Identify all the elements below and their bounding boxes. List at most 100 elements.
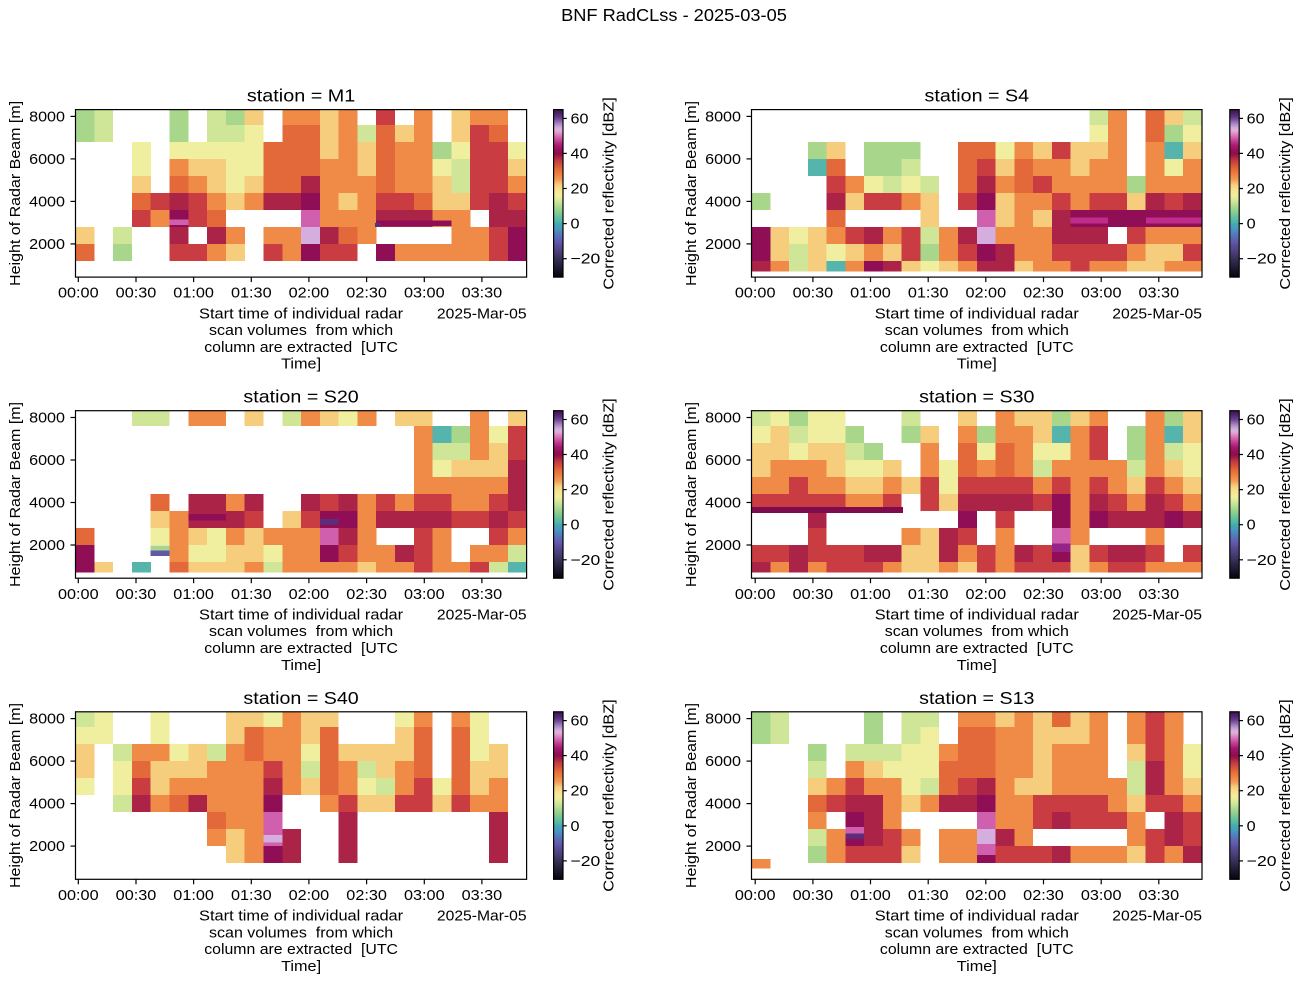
svg-text:03:30: 03:30 [462, 586, 503, 603]
svg-text:station = S4: station = S4 [925, 86, 1030, 106]
svg-text:station = M1: station = M1 [247, 86, 355, 106]
svg-text:2000: 2000 [29, 838, 65, 855]
svg-text:Start time of individual radar: Start time of individual radar [199, 305, 403, 322]
svg-text:2025-Mar-05: 2025-Mar-05 [1112, 305, 1202, 322]
svg-text:2025-Mar-05: 2025-Mar-05 [1112, 908, 1202, 925]
svg-text:Corrected reflectivity [dBZ]: Corrected reflectivity [dBZ] [1277, 699, 1294, 891]
svg-text:4000: 4000 [705, 495, 741, 512]
svg-text:00:30: 00:30 [116, 586, 157, 603]
svg-text:column are extracted [UTC: column are extracted [UTC [880, 941, 1074, 958]
svg-text:8000: 8000 [705, 711, 741, 728]
svg-text:00:00: 00:00 [735, 285, 776, 302]
svg-text:Corrected reflectivity [dBZ]: Corrected reflectivity [dBZ] [1277, 97, 1294, 289]
svg-text:01:30: 01:30 [231, 285, 272, 302]
svg-text:Corrected reflectivity [dBZ]: Corrected reflectivity [dBZ] [601, 97, 618, 289]
svg-text:2025-Mar-05: 2025-Mar-05 [437, 606, 527, 623]
svg-text:station = S20: station = S20 [243, 387, 358, 407]
svg-text:−20: −20 [571, 853, 601, 870]
svg-text:02:30: 02:30 [1023, 285, 1064, 302]
svg-text:02:30: 02:30 [346, 285, 387, 302]
svg-text:0: 0 [571, 818, 580, 835]
svg-text:6000: 6000 [705, 753, 741, 770]
svg-text:03:00: 03:00 [1081, 285, 1122, 302]
svg-text:0: 0 [1247, 818, 1256, 835]
svg-text:Start time of individual radar: Start time of individual radar [875, 305, 1079, 322]
svg-text:20: 20 [1247, 181, 1265, 198]
svg-text:Corrected reflectivity [dBZ]: Corrected reflectivity [dBZ] [1277, 398, 1294, 590]
svg-text:4000: 4000 [29, 193, 65, 210]
svg-text:02:00: 02:00 [289, 586, 330, 603]
svg-text:01:30: 01:30 [908, 586, 949, 603]
svg-text:00:00: 00:00 [58, 887, 99, 904]
svg-text:scan volumes from which: scan volumes from which [209, 924, 393, 941]
svg-text:Height of Radar Beam [m]: Height of Radar Beam [m] [7, 402, 24, 587]
svg-text:6000: 6000 [705, 151, 741, 168]
svg-text:20: 20 [1247, 482, 1265, 499]
svg-text:scan volumes from which: scan volumes from which [209, 322, 393, 339]
svg-text:scan volumes from which: scan volumes from which [885, 924, 1069, 941]
svg-text:2000: 2000 [705, 236, 741, 253]
svg-text:02:00: 02:00 [289, 285, 330, 302]
svg-text:00:30: 00:30 [793, 285, 834, 302]
svg-text:40: 40 [1247, 447, 1265, 464]
svg-text:40: 40 [571, 145, 589, 162]
svg-text:Start time of individual radar: Start time of individual radar [199, 606, 403, 623]
svg-text:02:00: 02:00 [289, 887, 330, 904]
svg-text:8000: 8000 [705, 108, 741, 125]
svg-text:00:00: 00:00 [58, 285, 99, 302]
svg-text:03:00: 03:00 [404, 285, 445, 302]
svg-text:01:00: 01:00 [173, 887, 214, 904]
svg-text:01:00: 01:00 [173, 586, 214, 603]
svg-text:03:30: 03:30 [462, 285, 503, 302]
svg-text:station = S30: station = S30 [919, 387, 1034, 407]
svg-text:−20: −20 [1247, 853, 1277, 870]
svg-text:Time]: Time] [957, 657, 997, 674]
svg-text:40: 40 [571, 447, 589, 464]
svg-text:01:30: 01:30 [231, 586, 272, 603]
svg-text:01:30: 01:30 [231, 887, 272, 904]
svg-text:Height of Radar Beam [m]: Height of Radar Beam [m] [683, 101, 700, 286]
svg-text:Start time of individual radar: Start time of individual radar [875, 606, 1079, 623]
svg-text:02:30: 02:30 [346, 586, 387, 603]
svg-text:2025-Mar-05: 2025-Mar-05 [1112, 606, 1202, 623]
svg-text:00:30: 00:30 [793, 586, 834, 603]
svg-text:02:30: 02:30 [346, 887, 387, 904]
svg-text:03:00: 03:00 [404, 887, 445, 904]
svg-text:2025-Mar-05: 2025-Mar-05 [437, 305, 527, 322]
svg-text:20: 20 [571, 181, 589, 198]
svg-text:60: 60 [571, 110, 589, 127]
svg-text:column are extracted [UTC: column are extracted [UTC [204, 339, 398, 356]
svg-text:Start time of individual radar: Start time of individual radar [875, 908, 1079, 925]
svg-text:6000: 6000 [29, 151, 65, 168]
svg-text:02:30: 02:30 [1023, 586, 1064, 603]
svg-text:Time]: Time] [957, 958, 997, 975]
svg-text:40: 40 [1247, 145, 1265, 162]
svg-text:column are extracted [UTC: column are extracted [UTC [880, 339, 1074, 356]
svg-text:2000: 2000 [29, 236, 65, 253]
svg-text:8000: 8000 [29, 711, 65, 728]
svg-text:Time]: Time] [957, 356, 997, 373]
svg-text:02:00: 02:00 [966, 887, 1007, 904]
svg-text:4000: 4000 [705, 796, 741, 813]
svg-text:02:00: 02:00 [966, 586, 1007, 603]
svg-text:−20: −20 [571, 552, 601, 569]
svg-text:scan volumes from which: scan volumes from which [885, 623, 1069, 640]
svg-text:00:00: 00:00 [735, 887, 776, 904]
svg-text:03:30: 03:30 [1139, 586, 1180, 603]
svg-text:60: 60 [571, 412, 589, 429]
svg-text:Height of Radar Beam [m]: Height of Radar Beam [m] [683, 703, 700, 888]
svg-text:01:00: 01:00 [850, 586, 891, 603]
svg-text:6000: 6000 [29, 753, 65, 770]
svg-text:scan volumes from which: scan volumes from which [209, 623, 393, 640]
svg-text:station = S40: station = S40 [243, 688, 358, 708]
svg-text:60: 60 [1247, 110, 1265, 127]
svg-text:−20: −20 [1247, 552, 1277, 569]
svg-text:0: 0 [571, 216, 580, 233]
svg-text:01:30: 01:30 [908, 285, 949, 302]
svg-text:8000: 8000 [705, 410, 741, 427]
svg-text:00:00: 00:00 [58, 586, 99, 603]
svg-text:4000: 4000 [705, 193, 741, 210]
svg-text:2000: 2000 [29, 537, 65, 554]
svg-text:4000: 4000 [29, 495, 65, 512]
svg-text:2025-Mar-05: 2025-Mar-05 [437, 908, 527, 925]
